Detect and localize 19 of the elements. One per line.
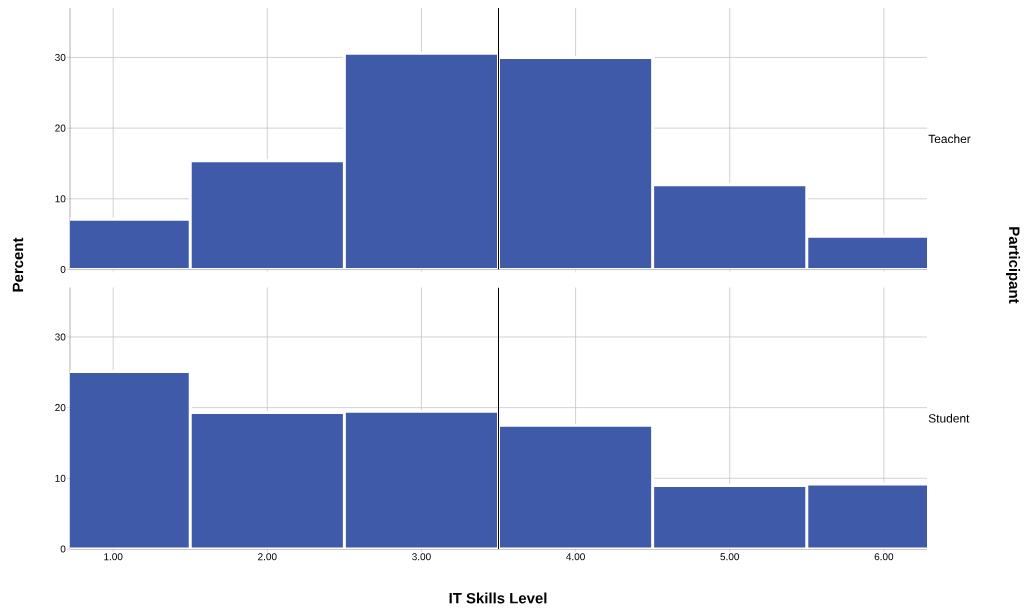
y-tick-label: 20 <box>55 124 66 132</box>
x-tick-label: 2.00 <box>258 553 277 561</box>
text: Student <box>928 413 970 423</box>
y-tick-label: 30 <box>55 333 66 341</box>
y-tick-label: 30 <box>55 53 66 61</box>
y-tick-label: 10 <box>55 474 66 482</box>
y-tick-label: 0 <box>60 265 66 274</box>
y-tick-label: 0 <box>60 545 66 553</box>
y-tick-label: 20 <box>55 404 66 412</box>
y-tick-label: 10 <box>55 195 66 203</box>
x-axis-title: IT Skills Level <box>449 592 547 604</box>
text: Teacher <box>928 134 971 144</box>
x-tick-label: 3.00 <box>412 553 431 561</box>
x-tick-label: 4.00 <box>566 553 585 561</box>
y2-axis-title: Participant <box>1006 227 1020 304</box>
x-tick-label: 6.00 <box>874 553 894 561</box>
x-tick-label: 5.00 <box>720 553 740 561</box>
x-tick-label: 1.00 <box>104 553 123 561</box>
y-axis-title: Percent <box>12 237 24 292</box>
